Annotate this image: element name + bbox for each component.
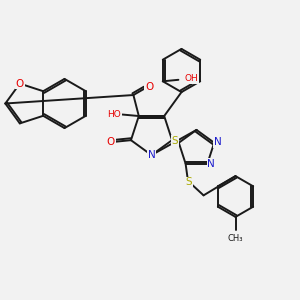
Text: S: S: [172, 136, 178, 146]
Text: N: N: [208, 159, 215, 169]
Text: O: O: [106, 137, 115, 147]
Text: S: S: [185, 177, 192, 188]
Text: O: O: [16, 79, 24, 88]
Text: HO: HO: [107, 110, 121, 119]
Text: O: O: [145, 82, 153, 92]
Text: N: N: [214, 137, 222, 147]
Text: N: N: [148, 150, 155, 160]
Text: CH₃: CH₃: [228, 234, 243, 243]
Text: OH: OH: [185, 74, 199, 83]
